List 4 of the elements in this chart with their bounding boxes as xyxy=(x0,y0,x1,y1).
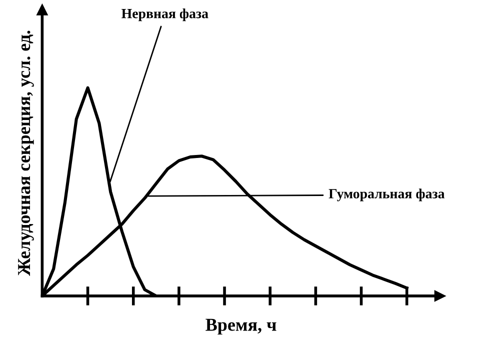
annotation: Гуморальная фаза xyxy=(328,188,445,202)
y-axis-title: Желудочная секреция, усл. ед. xyxy=(18,30,34,276)
text: Нервная фаза xyxy=(122,8,208,22)
x-axis-title: Время, ч xyxy=(206,318,276,335)
